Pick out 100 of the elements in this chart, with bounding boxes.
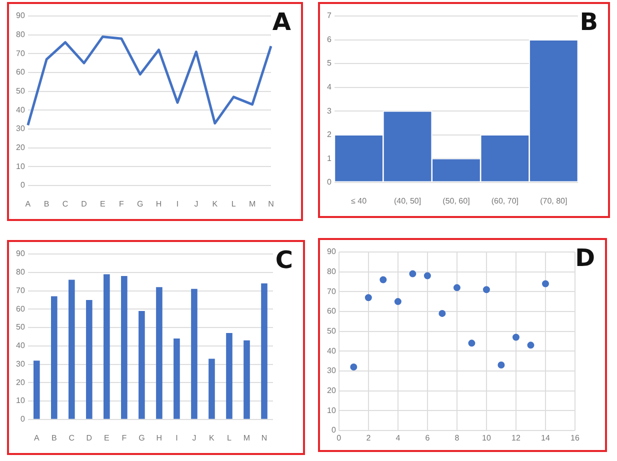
x-tick-label: 12 [512,433,521,442]
chart-title: A [272,8,291,36]
point [350,363,358,370]
y-tick-label: 90 [16,249,26,258]
x-tick-label: B [44,199,50,208]
y-tick-label: 60 [16,304,26,314]
y-tick-label: 60 [16,68,26,77]
y-tick-label: 0 [326,178,332,187]
bar [244,340,250,419]
y-tick-label: 30 [326,366,336,376]
y-tick-label: 50 [16,322,26,332]
x-tick-label: G [136,199,144,208]
y-tick-label: 0 [20,180,26,190]
x-tick-label: F [118,199,124,208]
x-tick-label: F [122,433,127,442]
y-tick-label: 2 [326,130,332,140]
x-tick-label: K [212,199,218,208]
bar [86,300,92,419]
x-tick-label: B [51,433,57,442]
bar [104,274,110,419]
point [512,334,520,341]
x-tick-label: 8 [454,433,460,442]
y-tick-label: 0 [20,414,26,424]
x-tick-label: C [68,433,75,442]
bar [121,276,128,419]
y-tick-label: 80 [16,268,26,277]
y-tick-label: 10 [16,396,26,406]
y-tick-label: 80 [16,30,26,40]
x-tick-label: L [231,199,236,208]
x-tick-label: A [25,199,32,208]
y-tick-label: 40 [326,346,336,356]
point [527,342,534,349]
bar [174,338,180,419]
point [438,310,446,317]
x-tick-label: G [138,433,145,442]
y-tick-label: 10 [326,406,336,415]
point [453,284,460,292]
y-tick-label: 0 [331,426,336,435]
y-tick-label: 7 [326,11,332,20]
bar [156,287,162,419]
y-tick-label: 70 [16,286,26,295]
y-tick-label: 80 [326,267,336,276]
y-tick-label: 50 [326,326,336,336]
bar [191,288,198,419]
x-tick-label: 16 [570,433,580,442]
x-tick-label: M [248,199,256,208]
x-tick-label: L [227,433,232,442]
y-tick-label: 90 [16,11,26,20]
point [482,286,490,294]
x-tick-label: I [176,199,179,208]
x-tick-label: K [209,433,216,442]
x-tick-label: I [176,433,178,442]
x-tick-label: 6 [425,433,430,442]
bar [261,283,268,419]
y-tick-label: 20 [326,386,336,395]
x-tick-label: 2 [366,433,372,442]
x-tick-label: D [81,199,88,208]
point [394,298,402,306]
x-tick-label: (70, 80] [540,196,568,206]
chart-title: B [580,8,598,36]
x-tick-label: (50, 60] [442,196,470,206]
y-tick-label: 3 [326,106,332,116]
x-tick-label: ≤ 40 [351,196,368,206]
bar [138,310,145,419]
point [380,276,387,284]
bar [51,296,58,419]
x-tick-label: E [104,433,110,442]
x-tick-label: A [34,433,40,442]
y-tick-label: 30 [16,124,26,134]
y-tick-label: 5 [326,58,332,68]
bar [68,280,75,419]
y-tick-label: 30 [16,359,26,368]
y-tick-label: 20 [16,142,26,152]
y-tick-label: 6 [326,34,332,44]
point [424,272,431,280]
y-tick-label: 10 [16,162,26,171]
point [498,361,505,368]
x-tick-label: J [192,433,196,442]
x-tick-label: N [268,199,274,208]
x-tick-label: (40, 50] [394,196,422,206]
point [364,294,372,302]
bar [226,333,232,419]
y-tick-label: 40 [16,341,26,350]
bar [34,360,40,419]
chart-title: D [575,244,595,272]
chart-title: C [275,246,293,274]
y-tick-label: 60 [326,306,336,316]
x-tick-label: 4 [396,433,401,442]
x-tick-label: M [243,433,250,442]
y-tick-label: 90 [326,247,336,256]
x-tick-label: D [86,433,92,442]
y-tick-label: 4 [326,82,332,92]
x-tick-label: H [156,199,162,208]
x-tick-label: 14 [541,433,550,442]
x-tick-label: N [261,433,268,442]
y-tick-label: 70 [326,286,336,296]
y-tick-label: 70 [16,48,26,58]
x-tick-label: 10 [482,433,492,442]
x-tick-label: H [156,433,162,442]
point [542,280,549,288]
